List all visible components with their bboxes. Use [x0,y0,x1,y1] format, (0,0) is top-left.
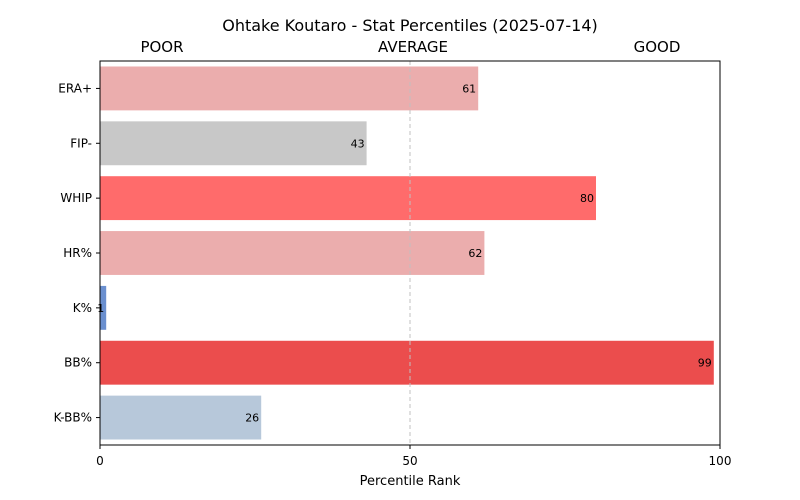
x-tick-label: 100 [709,454,732,468]
bar-value-label: 99 [698,357,712,370]
bar-k- [100,285,107,330]
bar-value-label: 43 [351,137,365,150]
y-tick-label: FIP- [70,136,92,150]
y-tick-label: K-BB% [54,411,92,425]
value-labels-group: 61 43 80 62 1 99 26 [97,82,712,424]
bar-whip [100,176,596,221]
bar-k-bb- [100,395,262,440]
y-tick-label: K% [73,301,92,315]
tier-label-poor: POOR [140,38,183,56]
x-tick-label: 50 [402,454,417,468]
bar-value-label: 26 [245,412,259,425]
bars-group [100,66,714,440]
bar-hr- [100,231,485,275]
x-tick-label: 0 [96,454,104,468]
tier-label-good: GOOD [634,38,681,56]
y-tick-label: HR% [63,246,92,260]
x-axis: 0 50 100 [96,445,731,468]
bar-value-label: 62 [468,247,482,260]
bar-bb- [100,340,714,385]
bar-era- [100,66,479,111]
bar-value-label: 80 [580,192,594,205]
bar-value-label: 1 [97,302,104,315]
y-tick-label: BB% [64,356,92,370]
bar-value-label: 61 [462,82,476,95]
y-axis: ERA+ FIP- WHIP HR% K% BB% K-BB% [54,81,100,425]
bar-fip- [100,121,367,166]
tier-label-average: AVERAGE [378,38,448,56]
x-axis-label: Percentile Rank [360,474,461,489]
chart-title: Ohtake Koutaro - Stat Percentiles (2025-… [222,16,598,35]
y-tick-label: ERA+ [58,81,92,95]
y-tick-label: WHIP [60,191,92,205]
